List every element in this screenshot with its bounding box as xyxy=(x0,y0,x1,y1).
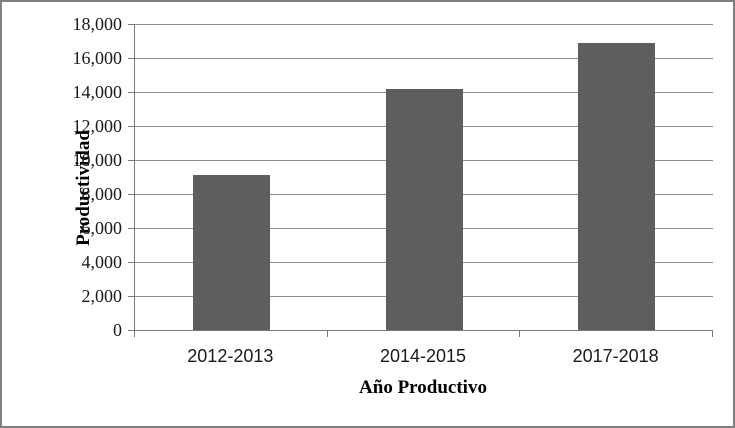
y-tick-mark xyxy=(128,330,134,331)
x-tick-label: 2012-2013 xyxy=(187,346,274,366)
y-tick-label: 10,000 xyxy=(72,150,123,170)
y-tick-label: 2,000 xyxy=(81,286,123,306)
x-axis-title: Año Productivo xyxy=(359,377,487,398)
x-tick-mark xyxy=(712,331,713,337)
y-tick-mark xyxy=(128,58,134,59)
y-tick-label: 18,000 xyxy=(72,14,123,34)
y-tick-mark xyxy=(128,92,134,93)
y-tick-label: 8,000 xyxy=(81,184,123,204)
y-gridline xyxy=(135,58,713,59)
bar-2012-2013 xyxy=(192,175,270,330)
y-tick-mark xyxy=(128,24,134,25)
bar-2014-2015 xyxy=(385,89,463,330)
y-tick-mark xyxy=(128,262,134,263)
y-tick-label: 14,000 xyxy=(72,82,123,102)
y-tick-label: 6,000 xyxy=(81,218,123,238)
y-tick-label: 4,000 xyxy=(81,252,123,272)
plot-area xyxy=(134,24,713,331)
x-tick-mark xyxy=(326,331,328,337)
bar-2017-2018 xyxy=(578,43,656,330)
y-tick-label: 0 xyxy=(113,320,122,340)
y-tick-label: 16,000 xyxy=(72,48,123,68)
x-tick-label: 2017-2018 xyxy=(572,346,659,366)
y-tick-mark xyxy=(128,296,134,297)
x-tick-label: 2014-2015 xyxy=(379,346,467,366)
y-tick-mark xyxy=(128,160,134,161)
y-tick-mark xyxy=(128,126,134,127)
y-tick-mark xyxy=(128,194,134,195)
y-tick-label: 12,000 xyxy=(72,116,123,136)
y-gridline xyxy=(135,24,713,25)
x-tick-mark xyxy=(134,331,135,337)
y-tick-mark xyxy=(128,228,134,229)
x-tick-mark xyxy=(519,331,521,337)
